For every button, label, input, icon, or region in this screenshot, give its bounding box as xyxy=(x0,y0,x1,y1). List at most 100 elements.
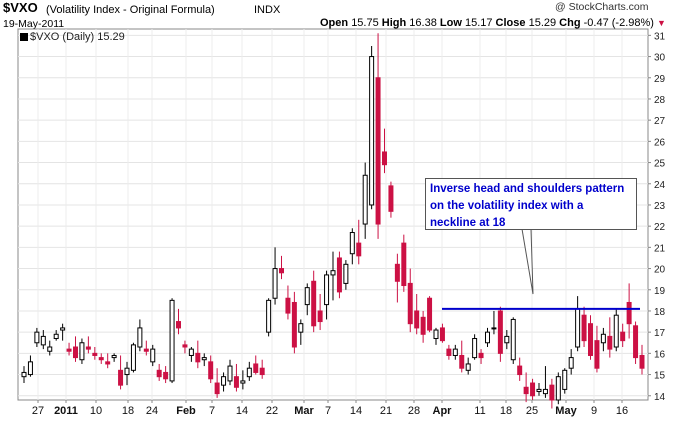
candle xyxy=(188,347,194,362)
candle xyxy=(330,251,336,301)
candle xyxy=(150,344,156,367)
candle xyxy=(137,319,143,352)
candle xyxy=(362,162,368,239)
candle xyxy=(588,315,593,360)
candle xyxy=(568,349,574,375)
candle xyxy=(497,306,503,362)
candle-body xyxy=(60,327,66,331)
x-tick-label: 18 xyxy=(500,405,512,417)
candle-body xyxy=(581,314,587,342)
candle-body xyxy=(510,318,516,361)
candle xyxy=(433,327,439,345)
candle xyxy=(195,340,201,369)
candle-body xyxy=(607,335,613,350)
candle-body xyxy=(47,346,53,352)
candle-body xyxy=(343,263,349,284)
chart-legend: $VXO (Daily) 15.29 xyxy=(20,31,125,44)
candle xyxy=(356,219,362,265)
down-arrow-icon: ▼ xyxy=(657,18,666,28)
candle-body xyxy=(375,77,381,225)
candle xyxy=(542,366,548,398)
candle-body xyxy=(53,333,59,340)
x-tick-label: 21 xyxy=(380,405,392,417)
candle-body xyxy=(195,352,201,363)
candle xyxy=(317,294,323,331)
candle xyxy=(272,247,278,305)
candle-body xyxy=(613,314,619,348)
candle-body xyxy=(169,299,175,382)
candle-body xyxy=(66,348,72,352)
candle xyxy=(375,33,381,239)
candle-body xyxy=(433,329,439,340)
candle xyxy=(607,317,613,358)
candle xyxy=(401,234,407,292)
candle-body xyxy=(369,56,375,206)
candle xyxy=(208,355,214,384)
annotation-line-1: Inverse head and shoulders pattern xyxy=(430,183,625,195)
legend-swatch-icon xyxy=(20,33,28,41)
candle-body xyxy=(620,331,626,342)
candle xyxy=(459,340,465,373)
candle xyxy=(581,306,587,347)
high-label: High xyxy=(381,17,407,29)
candle xyxy=(221,372,227,392)
candle-body xyxy=(504,335,510,344)
candle xyxy=(626,283,632,339)
open-value: 15.75 xyxy=(351,17,379,29)
candle xyxy=(163,366,169,384)
candle xyxy=(253,355,259,375)
candle xyxy=(304,283,310,316)
candle xyxy=(510,317,516,364)
y-tick-label: 25 xyxy=(654,159,666,170)
candle-body xyxy=(362,174,368,225)
candle xyxy=(536,383,542,396)
low-value: 15.17 xyxy=(464,17,493,29)
chg-value: -0.47 (-2.98%) xyxy=(583,17,654,29)
candle xyxy=(66,342,72,356)
candle xyxy=(201,353,207,367)
candle xyxy=(169,298,175,384)
candle xyxy=(388,181,394,218)
candle xyxy=(523,372,529,403)
x-tick-label: 24 xyxy=(146,405,158,417)
candle-body xyxy=(523,386,529,395)
candle xyxy=(143,340,149,356)
candle-body xyxy=(73,346,78,359)
chg-label: Chg xyxy=(559,17,581,29)
candle-body xyxy=(176,321,181,329)
candle xyxy=(34,327,40,347)
candle-body xyxy=(562,369,568,390)
candle-body xyxy=(92,352,98,356)
candle xyxy=(130,342,136,373)
close-value: 15.29 xyxy=(528,17,557,29)
candle-body xyxy=(40,335,46,346)
candle xyxy=(279,255,284,280)
candle-body xyxy=(143,348,149,352)
candle-body xyxy=(253,363,259,373)
candle xyxy=(485,327,490,347)
legend-text: $VXO (Daily) 15.29 xyxy=(30,31,125,43)
candle xyxy=(336,251,342,299)
candle xyxy=(40,330,46,350)
open-label: Open xyxy=(320,17,349,29)
candle xyxy=(285,285,291,320)
y-tick-label: 22 xyxy=(654,222,666,233)
x-tick-label: 10 xyxy=(90,405,102,417)
candle xyxy=(240,370,246,390)
y-tick-label: 17 xyxy=(654,328,666,339)
candle xyxy=(324,270,330,320)
candle-body xyxy=(530,382,536,397)
x-tick-label: May xyxy=(555,405,577,417)
candle xyxy=(594,325,600,373)
x-tick-label: 28 xyxy=(408,405,420,417)
candle-body xyxy=(124,367,130,376)
candle xyxy=(47,340,53,356)
y-tick-label: 30 xyxy=(654,53,666,64)
candle xyxy=(414,294,420,335)
candle-body xyxy=(536,388,542,393)
y-tick-label: 24 xyxy=(654,180,666,191)
candle-body xyxy=(298,323,304,333)
candle-body xyxy=(330,270,336,276)
candle-body xyxy=(600,333,606,344)
candle-body xyxy=(188,348,194,356)
